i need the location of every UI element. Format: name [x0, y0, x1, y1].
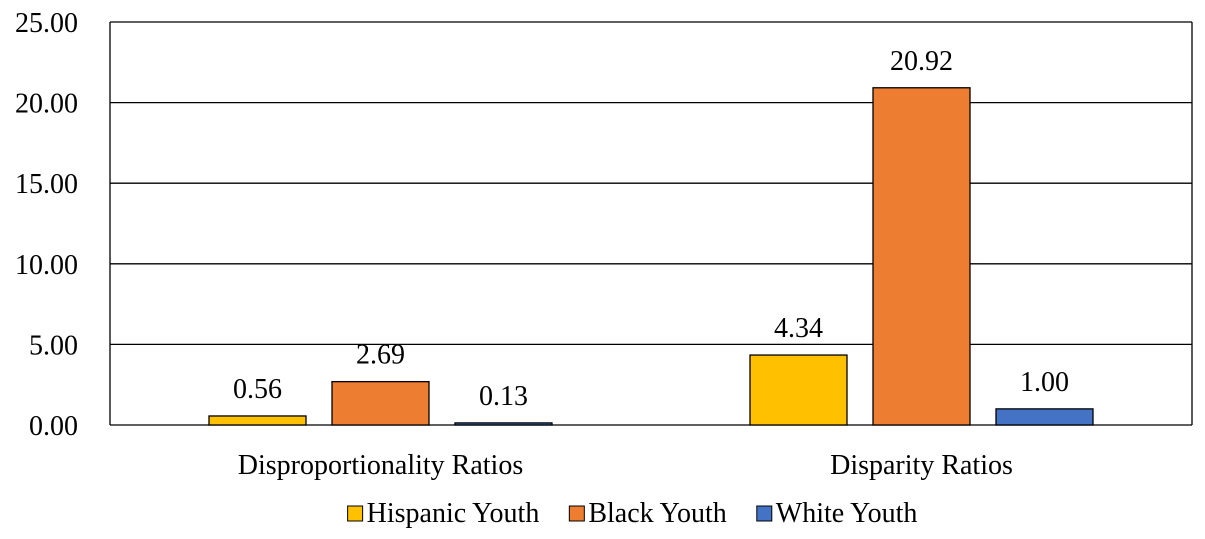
x-category-label: Disproportionality Ratios: [238, 450, 523, 481]
data-label: 2.69: [356, 340, 405, 371]
legend-label: White Youth: [776, 498, 918, 529]
legend-swatch: [756, 505, 773, 522]
legend-item-hispanic-youth: Hispanic Youth: [347, 498, 540, 529]
y-tick-label: 20.00: [15, 89, 78, 120]
axes: [109, 22, 1193, 426]
bars: [208, 87, 1094, 426]
y-tick-label: 10.00: [15, 250, 78, 281]
y-tick-label: 25.00: [15, 8, 78, 39]
data-label: 1.00: [1020, 367, 1069, 398]
x-category-label: Disparity Ratios: [830, 450, 1013, 481]
y-tick-label: 5.00: [29, 330, 78, 361]
legend-item-black-youth: Black Youth: [568, 498, 727, 529]
data-label: 20.92: [890, 46, 953, 77]
bar-white-youth-2: [995, 408, 1094, 426]
gridlines: [110, 21, 1192, 346]
data-label: 0.56: [233, 374, 282, 405]
data-labels: 0.56 2.69 0.13 4.34 20.92 1.00: [233, 46, 1069, 412]
legend-swatch: [347, 505, 364, 522]
bar-black-youth-2: [872, 87, 971, 426]
legend: Hispanic Youth Black Youth White Youth: [347, 498, 918, 529]
bar-black-youth-1: [331, 380, 430, 426]
legend-item-white-youth: White Youth: [756, 498, 918, 529]
x-axis-category-labels: Disproportionality Ratios Disparity Ratio…: [238, 450, 1013, 481]
data-label: 4.34: [774, 313, 823, 344]
y-axis-tick-labels: 0.00 5.00 10.00 15.00 20.00 25.00: [15, 8, 78, 442]
legend-swatch: [568, 505, 585, 522]
y-tick-label: 15.00: [15, 169, 78, 200]
legend-label: Black Youth: [588, 498, 726, 529]
bar-hispanic-youth-2: [749, 354, 848, 426]
data-label: 0.13: [479, 381, 528, 412]
legend-label: Hispanic Youth: [367, 498, 540, 529]
y-tick-label: 0.00: [29, 411, 78, 442]
bar-white-youth-1: [454, 422, 553, 426]
bar-hispanic-youth-1: [208, 415, 307, 426]
